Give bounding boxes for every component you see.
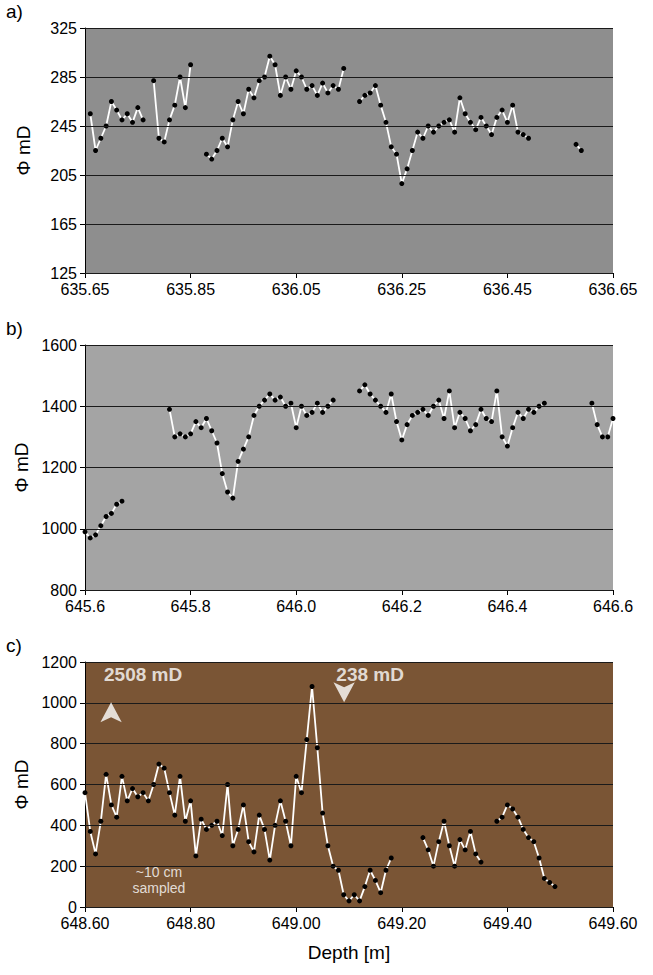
svg-text:635.65: 635.65: [61, 281, 110, 298]
svg-text:649.00: 649.00: [272, 915, 321, 932]
svg-text:c): c): [6, 635, 22, 656]
svg-text:1400: 1400: [41, 398, 77, 415]
svg-text:285: 285: [50, 69, 77, 86]
svg-text:649.40: 649.40: [483, 915, 532, 932]
svg-text:1200: 1200: [41, 459, 77, 476]
svg-text:245: 245: [50, 118, 77, 135]
svg-text:648.60: 648.60: [61, 915, 110, 932]
svg-text:Φ mD: Φ mD: [13, 126, 34, 176]
svg-text:200: 200: [50, 858, 77, 875]
svg-text:1600: 1600: [41, 337, 77, 354]
svg-text:646.2: 646.2: [382, 598, 422, 615]
svg-text:b): b): [6, 318, 23, 339]
svg-text:646.0: 646.0: [276, 598, 316, 615]
svg-text:636.05: 636.05: [272, 281, 321, 298]
svg-text:646.6: 646.6: [593, 598, 633, 615]
svg-text:0: 0: [68, 899, 77, 916]
svg-text:125: 125: [50, 265, 77, 282]
svg-text:238 mD: 238 mD: [336, 664, 404, 685]
svg-text:1200: 1200: [41, 654, 77, 671]
svg-text:1000: 1000: [41, 520, 77, 537]
svg-text:400: 400: [50, 817, 77, 834]
svg-text:2508 mD: 2508 mD: [104, 664, 182, 685]
svg-text:645.8: 645.8: [171, 598, 211, 615]
svg-text:~10 cm: ~10 cm: [136, 864, 182, 880]
svg-text:325: 325: [50, 20, 77, 37]
svg-text:636.65: 636.65: [589, 281, 638, 298]
svg-text:646.4: 646.4: [487, 598, 527, 615]
svg-text:sampled: sampled: [132, 880, 185, 896]
svg-text:165: 165: [50, 216, 77, 233]
svg-text:800: 800: [50, 735, 77, 752]
svg-text:645.6: 645.6: [65, 598, 105, 615]
svg-text:Φ mD: Φ mD: [11, 760, 32, 810]
svg-text:Depth [m]: Depth [m]: [308, 942, 390, 963]
svg-text:649.60: 649.60: [589, 915, 638, 932]
svg-text:a): a): [6, 1, 23, 22]
svg-text:636.25: 636.25: [377, 281, 426, 298]
svg-text:600: 600: [50, 776, 77, 793]
svg-text:649.20: 649.20: [377, 915, 426, 932]
svg-text:1000: 1000: [41, 694, 77, 711]
svg-text:Φ mD: Φ mD: [11, 443, 32, 493]
svg-text:800: 800: [50, 582, 77, 599]
svg-text:636.45: 636.45: [483, 281, 532, 298]
svg-text:205: 205: [50, 167, 77, 184]
svg-text:635.85: 635.85: [166, 281, 215, 298]
svg-text:648.80: 648.80: [166, 915, 215, 932]
